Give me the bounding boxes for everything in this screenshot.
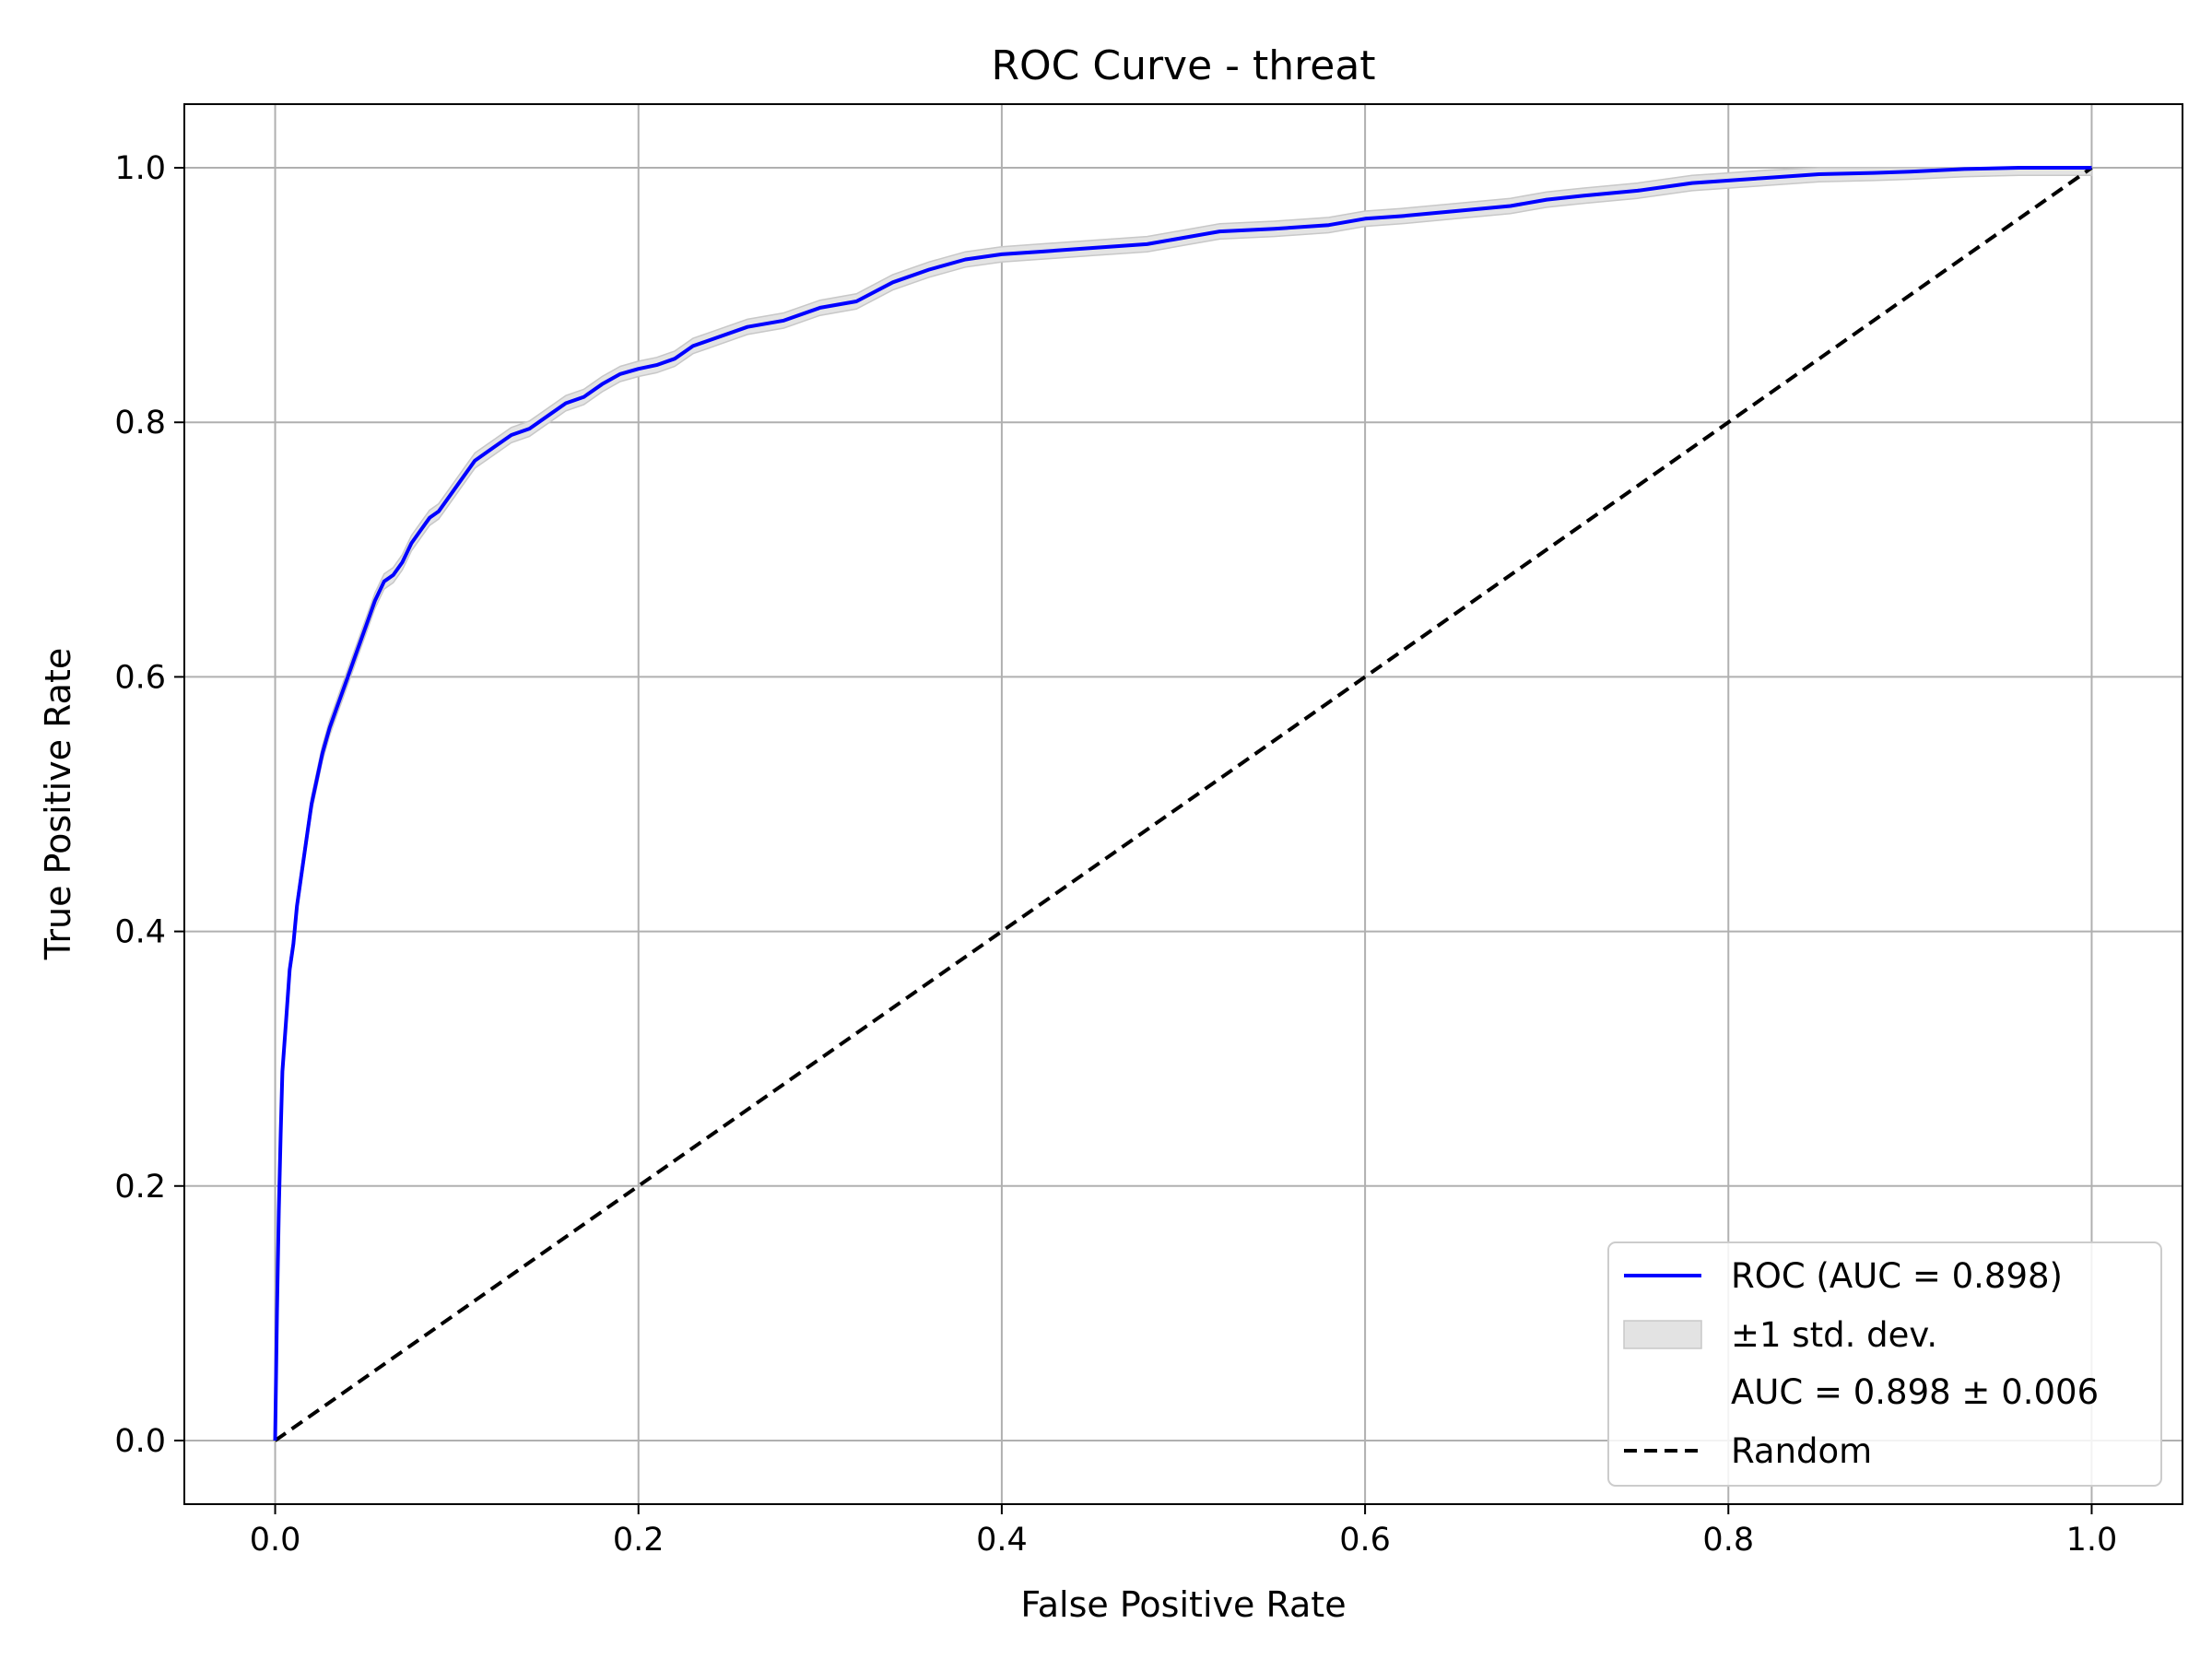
x-tick-label: 0.0 — [250, 1522, 301, 1559]
x-tick-label: 0.6 — [1339, 1522, 1391, 1559]
x-tick-label: 0.4 — [976, 1522, 1028, 1559]
x-axis-label: False Positive Rate — [1020, 1584, 1346, 1625]
x-tick-label: 1.0 — [2066, 1522, 2118, 1559]
std-dev-band-layer — [274, 167, 2093, 1441]
x-tick-label: 0.8 — [1702, 1522, 1754, 1559]
legend: ROC (AUC = 0.898) ±1 std. dev. AUC = 0.898… — [1607, 1241, 2162, 1487]
std-dev-band — [274, 167, 2093, 1441]
ticks: 0.0 0.2 0.4 0.6 0.8 1.0 0.0 0.2 0.4 0.6 0.8 1.0 — [114, 150, 2117, 1559]
y-tick-label: 0.4 — [114, 914, 166, 951]
y-tick-label: 0.6 — [114, 659, 166, 696]
y-tick-label: 0.2 — [114, 1169, 166, 1206]
legend-label: ROC (AUC = 0.898) — [1731, 1256, 2063, 1296]
y-axis-label: True Positive Rate — [38, 648, 78, 961]
plot-frame — [183, 103, 2183, 1505]
random-baseline-line — [274, 166, 2093, 1442]
series-layer — [273, 166, 2093, 1442]
x-tick-label: 0.2 — [613, 1522, 665, 1559]
legend-label: AUC = 0.898 ± 0.006 — [1731, 1372, 2099, 1412]
roc-curve-line — [273, 166, 2092, 1441]
chart-title: ROC Curve - threat — [991, 42, 1375, 89]
y-tick-label: 0.0 — [114, 1423, 166, 1460]
y-tick-label: 0.8 — [114, 405, 166, 441]
legend-box — [1607, 1241, 2162, 1487]
legend-label: ±1 std. dev. — [1731, 1315, 1937, 1355]
legend-band-swatch — [1623, 1320, 1702, 1349]
legend-label: Random — [1731, 1431, 1872, 1471]
y-tick-label: 1.0 — [114, 150, 166, 187]
